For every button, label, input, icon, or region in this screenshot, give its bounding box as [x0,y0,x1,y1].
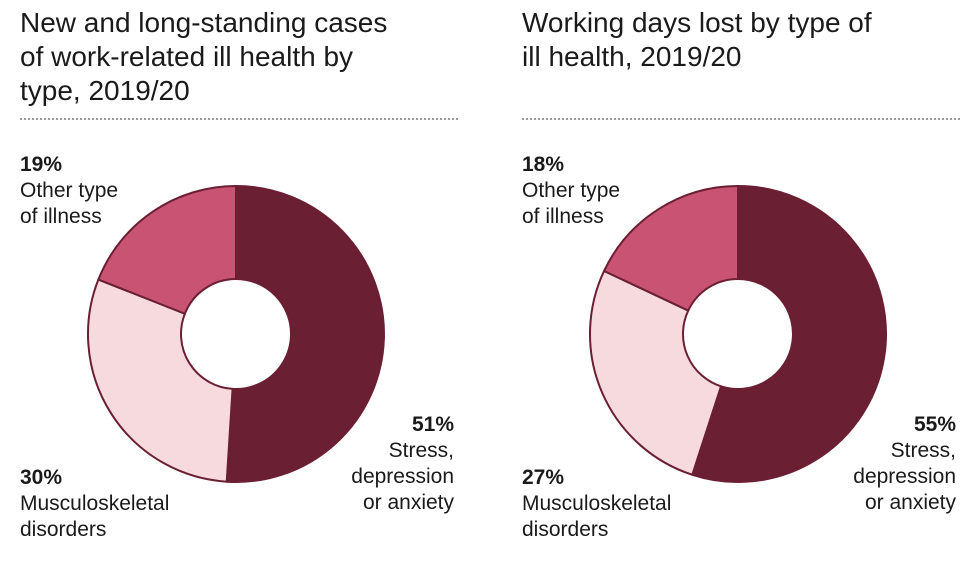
slice-percent: 27% [522,466,565,489]
donut-slice-musculoskeletal [589,269,722,476]
chart-panel-cases: New and long-standing cases of work-rela… [20,0,470,566]
slice-label: Other type of illness [522,179,621,228]
dotted-divider [522,118,960,120]
donut-chart-cases [87,185,385,483]
donut-slice-other [603,185,739,312]
donut-slice-other [97,185,237,315]
dotted-divider [20,118,458,120]
slice-percent: 19% [20,153,63,176]
slice-label: Musculoskeletal disorders [522,492,672,541]
donut-chart-days-lost [589,185,887,483]
slice-percent: 51% [411,413,454,436]
slice-label: Stress, depression or anxiety [351,439,454,514]
label-other-illness: 19% Other type of illness [20,152,118,230]
slice-label: Other type of illness [20,179,119,228]
donut-slice-stress [225,185,385,483]
donut-slice-musculoskeletal [87,278,234,483]
label-stress: 55% Stress, depression or anxiety [853,412,956,516]
chart-title: New and long-standing cases of work-rela… [20,7,388,106]
label-stress: 51% Stress, depression or anxiety [351,412,454,516]
chart-panel-days-lost: Working days lost by type of ill health,… [522,0,972,566]
slice-percent: 18% [522,153,565,176]
slice-percent: 30% [20,466,63,489]
chart-title: Working days lost by type of ill health,… [522,7,872,72]
label-other-illness: 18% Other type of illness [522,152,620,230]
slice-label: Stress, depression or anxiety [853,439,956,514]
slice-label: Musculoskeletal disorders [20,492,170,541]
donut-slice-stress [691,185,887,483]
slice-percent: 55% [913,413,956,436]
label-musculoskeletal: 30% Musculoskeletal disorders [20,465,169,543]
label-musculoskeletal: 27% Musculoskeletal disorders [522,465,671,543]
